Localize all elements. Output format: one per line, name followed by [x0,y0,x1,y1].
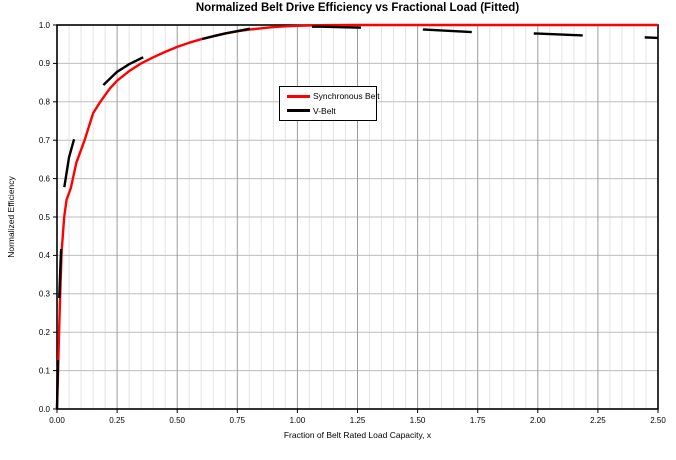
svg-text:0.4: 0.4 [39,251,51,260]
svg-text:2.25: 2.25 [590,416,606,425]
legend-item-synchronous-belt: Synchronous Belt [287,91,380,101]
svg-text:0.5: 0.5 [39,213,51,222]
tick-labels: 0.00 0.25 0.50 0.75 1.00 1.25 1.50 1.75 2.00 2.25… [39,21,666,425]
svg-text:1.00: 1.00 [290,416,306,425]
svg-text:0.3: 0.3 [39,290,51,299]
v-belt-curve [55,25,659,410]
svg-text:0.1: 0.1 [39,366,51,375]
svg-text:2.00: 2.00 [530,416,546,425]
legend-item-v-belt: V-Belt [287,106,372,116]
svg-text:1.50: 1.50 [410,416,426,425]
legend-swatch-v-belt [287,109,310,113]
svg-text:0.75: 0.75 [230,416,246,425]
chart-title: Normalized Belt Drive Efficiency vs Frac… [195,2,520,14]
svg-text:0.2: 0.2 [39,328,51,337]
svg-text:0.7: 0.7 [39,136,51,145]
legend-label-synchronous-belt: Synchronous Belt [313,91,380,102]
svg-text:0.50: 0.50 [169,416,185,425]
svg-text:0.6: 0.6 [39,174,51,183]
legend: Synchronous Belt V-Belt [279,86,380,121]
svg-text:0.9: 0.9 [39,59,51,68]
legend-label-v-belt: V-Belt [313,105,336,116]
synchronous-belt-curve [55,23,658,410]
axis-ticks [53,24,659,413]
svg-text:0.00: 0.00 [49,416,65,425]
svg-text:1.25: 1.25 [350,416,366,425]
x-axis-title: Fraction of Belt Rated Load Capacity, x [283,430,432,440]
svg-text:2.50: 2.50 [650,416,666,425]
svg-text:0.0: 0.0 [39,405,51,414]
svg-text:1.75: 1.75 [470,416,486,425]
svg-text:0.8: 0.8 [39,98,51,107]
legend-swatch-synchronous-belt [287,94,310,98]
svg-text:1.0: 1.0 [39,21,51,30]
svg-text:0.25: 0.25 [109,416,125,425]
y-axis-title: Normalized Efficiency [6,176,16,258]
